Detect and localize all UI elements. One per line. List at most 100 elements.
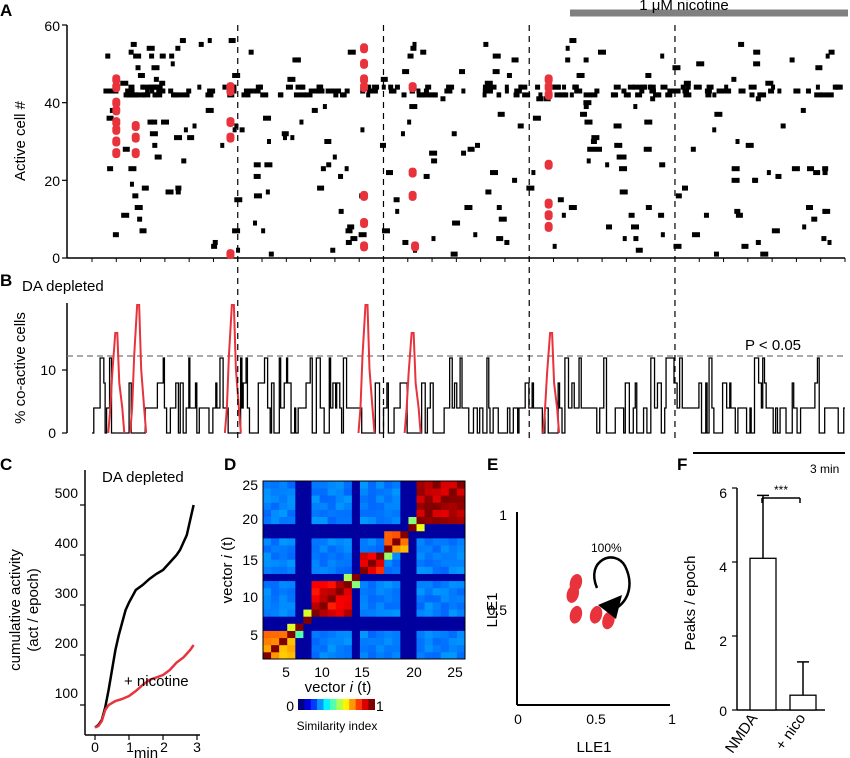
heatmap-cell xyxy=(271,566,280,574)
heatmap-cell xyxy=(263,651,272,660)
spike-mark xyxy=(446,84,455,90)
spike-mark xyxy=(159,80,166,86)
heatmap-cell xyxy=(335,594,345,603)
spike-mark xyxy=(606,224,613,230)
spike-mark xyxy=(268,251,274,257)
heatmap-cell xyxy=(408,523,417,532)
lle-point xyxy=(566,585,580,603)
spike-mark xyxy=(522,92,531,98)
spike-mark xyxy=(409,104,418,110)
heatmap-cell xyxy=(351,530,361,539)
spike-mark xyxy=(192,123,197,129)
heatmap-cell xyxy=(319,616,329,624)
heatmap-cell xyxy=(456,566,466,574)
heatmap-cell xyxy=(343,566,353,574)
heatmap-cell xyxy=(279,616,288,624)
spike-mark xyxy=(584,119,593,125)
spike-mark xyxy=(552,243,557,249)
spike-mark xyxy=(597,49,606,55)
heatmap-cell xyxy=(359,516,369,525)
heatmap-cell xyxy=(376,580,385,589)
c-ticks xyxy=(80,504,198,740)
spike-mark xyxy=(388,84,394,90)
heatmap-cell xyxy=(319,637,329,646)
heatmap-cell xyxy=(351,502,361,510)
heatmap-cell xyxy=(319,523,329,532)
spike-mark xyxy=(243,88,252,94)
heatmap-cell xyxy=(287,481,296,489)
spike-mark xyxy=(520,84,528,90)
spike-mark xyxy=(431,236,436,242)
spike-mark xyxy=(752,177,757,183)
heatmap-cell xyxy=(424,488,434,496)
peak-spike xyxy=(360,58,369,69)
heatmap-cell xyxy=(456,530,466,539)
spike-mark xyxy=(492,53,501,59)
spike-mark xyxy=(731,177,740,183)
colorbar-swatch xyxy=(342,699,350,710)
heatmap-cell xyxy=(335,630,345,639)
heatmap-cell xyxy=(271,530,280,539)
heatmap-cell xyxy=(359,545,369,553)
heatmap-cell xyxy=(376,623,385,631)
heatmap-cell xyxy=(368,488,377,496)
heatmap-cell xyxy=(359,651,369,660)
heatmap-cell xyxy=(384,537,393,546)
heatmap-cell xyxy=(384,495,393,503)
heatmap-cell xyxy=(408,559,417,567)
heatmap-cell xyxy=(416,573,425,582)
heatmap-cell xyxy=(424,637,434,646)
coactive-peak xyxy=(542,332,561,434)
spike-mark xyxy=(805,205,813,211)
spike-mark xyxy=(517,123,524,129)
heatmap-cell xyxy=(271,609,280,617)
spike-mark xyxy=(154,154,162,160)
heatmap-cell xyxy=(295,616,304,624)
heatmap-cell xyxy=(384,602,393,610)
a-ytick-0: 0 xyxy=(52,250,60,266)
spike-mark xyxy=(497,111,505,117)
spike-mark xyxy=(658,212,665,218)
c-xtick-3: 3 xyxy=(193,739,201,755)
heatmap-cell xyxy=(384,637,393,646)
heatmap-cell xyxy=(448,623,458,631)
heatmap-cell xyxy=(295,530,304,539)
heatmap-cell xyxy=(376,509,385,517)
spike-mark xyxy=(183,127,188,133)
heatmap-cell xyxy=(392,537,401,546)
heatmap-cell xyxy=(311,545,320,553)
heatmap-cell xyxy=(440,509,450,517)
heatmap-cell xyxy=(271,537,280,546)
heatmap-cell xyxy=(416,644,425,653)
heatmap-cell xyxy=(424,545,434,553)
spike-mark xyxy=(482,92,487,98)
spike-mark xyxy=(780,123,786,129)
spike-mark xyxy=(175,189,181,195)
peak-spike xyxy=(112,82,121,93)
heatmap-cell xyxy=(303,594,312,603)
heatmap-cell xyxy=(440,609,450,617)
heatmap-cell xyxy=(279,537,288,546)
spike-mark xyxy=(464,205,473,211)
heatmap-cell xyxy=(376,637,385,646)
colorbar-label: Similarity index xyxy=(297,719,378,733)
spike-mark xyxy=(175,92,183,98)
spike-mark xyxy=(430,92,438,98)
spike-mark xyxy=(161,119,170,125)
heatmap-cell xyxy=(432,559,442,567)
f-ticks xyxy=(732,487,737,711)
heatmap-cell xyxy=(424,644,434,653)
spike-mark xyxy=(141,185,149,191)
spike-mark xyxy=(149,131,158,137)
spike-mark xyxy=(614,142,623,148)
heatmap-cell xyxy=(384,609,393,617)
spike-mark xyxy=(228,38,236,44)
heatmap-cell xyxy=(311,609,320,617)
spike-mark xyxy=(815,65,823,71)
heatmap-cell xyxy=(335,587,345,596)
spike-mark xyxy=(407,53,414,59)
spike-mark xyxy=(112,232,119,238)
spike-mark xyxy=(128,49,134,55)
heatmap-cell xyxy=(440,545,450,553)
spike-mark xyxy=(748,84,757,90)
